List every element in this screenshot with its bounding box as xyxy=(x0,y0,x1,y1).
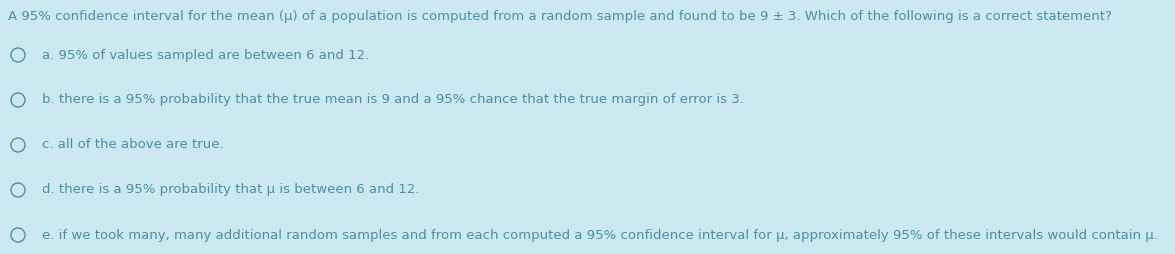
Text: e. if we took many, many additional random samples and from each computed a 95% : e. if we took many, many additional rand… xyxy=(42,229,1157,242)
Text: c. all of the above are true.: c. all of the above are true. xyxy=(42,138,223,151)
Text: A 95% confidence interval for the mean (μ) of a population is computed from a ra: A 95% confidence interval for the mean (… xyxy=(8,10,1112,23)
Text: d. there is a 95% probability that μ is between 6 and 12.: d. there is a 95% probability that μ is … xyxy=(42,183,419,197)
Text: b. there is a 95% probability that the true mean is 9 and a 95% chance that the : b. there is a 95% probability that the t… xyxy=(42,93,744,106)
Text: a. 95% of values sampled are between 6 and 12.: a. 95% of values sampled are between 6 a… xyxy=(42,49,369,61)
